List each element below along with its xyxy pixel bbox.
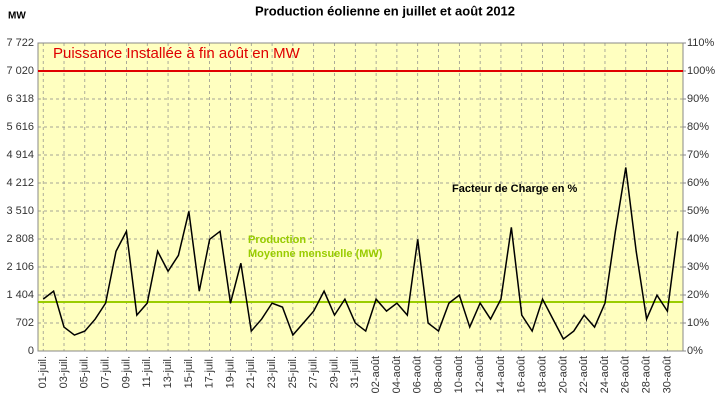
y2-tick-label: 90%: [687, 93, 709, 105]
x-tick-label: 04-août: [391, 356, 403, 393]
plot-area: [37, 42, 684, 352]
y-tick-label: 4 914: [6, 149, 34, 161]
x-tick-label: 15-juil.: [183, 356, 195, 388]
y2-tick-label: 100%: [687, 65, 715, 77]
y2-tick-label: 40%: [687, 233, 709, 245]
x-tick-label: 10-août: [453, 356, 465, 393]
x-tick-label: 08-août: [432, 356, 444, 393]
y2-tick-label: 30%: [687, 261, 709, 273]
y-tick-label: 3 510: [6, 205, 34, 217]
x-tick-label: 01-juil.: [37, 356, 49, 388]
x-tick-label: 06-août: [412, 356, 424, 393]
x-tick-label: 29-juil.: [328, 356, 340, 388]
series-label: Facteur de Charge en %: [452, 183, 578, 195]
x-tick-label: 18-août: [536, 356, 548, 393]
x-tick-label: 13-juil.: [162, 356, 174, 388]
y2-tick-label: 80%: [687, 121, 709, 133]
x-tick-label: 19-juil.: [224, 356, 236, 388]
x-tick-label: 17-juil.: [204, 356, 216, 388]
x-tick-label: 07-juil.: [100, 356, 112, 388]
y-tick-label: 0: [28, 345, 34, 357]
x-tick-label: 14-août: [495, 356, 507, 393]
y-tick-label: 2 808: [6, 233, 34, 245]
y2-tick-label: 110%: [687, 37, 715, 49]
y2-tick-label: 10%: [687, 317, 709, 329]
y-tick-label: 7 722: [6, 37, 34, 49]
x-tick-label: 28-août: [640, 356, 652, 393]
y2-tick-label: 70%: [687, 149, 709, 161]
reference-label: Puissance Installée à fin août en MW: [53, 45, 301, 62]
x-tick-label: 21-juil.: [245, 356, 257, 388]
y-tick-label: 6 318: [6, 93, 34, 105]
y-tick-label: 2 106: [6, 261, 34, 273]
x-tick-label: 11-juil.: [141, 356, 153, 388]
x-tick-label: 24-août: [599, 356, 611, 393]
y-tick-label: 5 616: [6, 121, 34, 133]
y-tick-label: 1 404: [6, 289, 34, 301]
x-tick-label: 09-juil.: [120, 356, 132, 388]
x-tick-label: 31-juil.: [349, 356, 361, 388]
y-tick-label: 702: [16, 317, 34, 329]
y2-tick-label: 20%: [687, 289, 709, 301]
reference-label: Moyenne mensuelle (MW): [248, 248, 383, 260]
y2-tick-label: 50%: [687, 205, 709, 217]
x-tick-label: 12-août: [474, 356, 486, 393]
reference-label: Production :: [248, 234, 313, 246]
x-tick-label: 23-juil.: [266, 356, 278, 388]
x-tick-label: 22-août: [578, 356, 590, 393]
x-tick-label: 30-août: [661, 356, 673, 393]
y2-tick-label: 0%: [687, 345, 703, 357]
series-line: [42, 167, 679, 341]
y-axis-label: MW: [8, 11, 26, 22]
x-tick-label: 26-août: [620, 356, 632, 393]
x-tick-label: 05-juil.: [79, 356, 91, 388]
x-tick-label: 27-juil.: [308, 356, 320, 388]
y2-tick-label: 60%: [687, 177, 709, 189]
x-tick-label: 02-août: [370, 356, 382, 393]
x-tick-label: 03-juil.: [58, 356, 70, 388]
chart-title: Production éolienne en juillet et août 2…: [255, 3, 515, 18]
y-tick-label: 4 212: [6, 177, 34, 189]
y-tick-label: 7 020: [6, 65, 34, 77]
x-tick-label: 16-août: [516, 356, 528, 393]
x-tick-label: 25-juil.: [287, 356, 299, 388]
x-tick-label: 20-août: [557, 356, 569, 393]
